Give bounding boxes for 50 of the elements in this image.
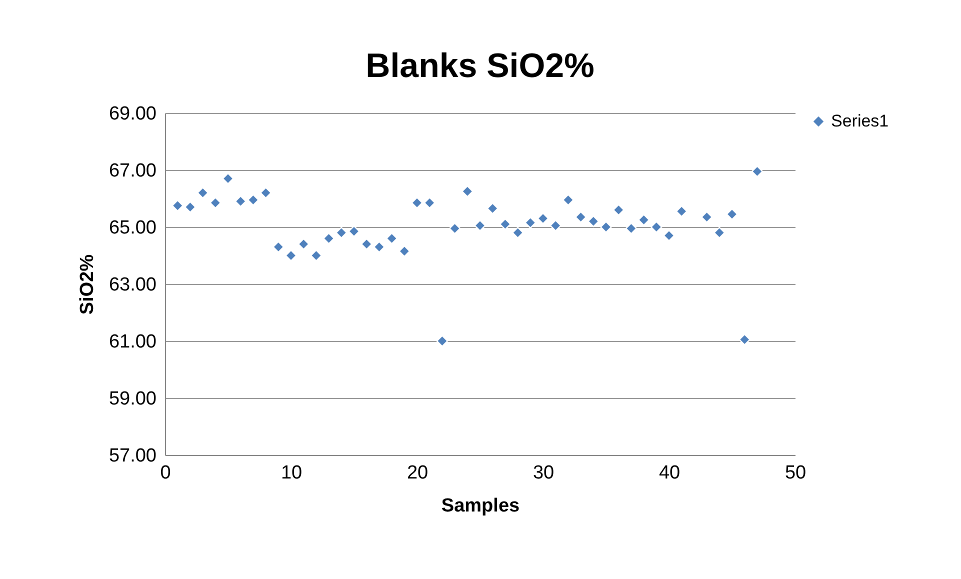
x-tick-label: 50 [784, 462, 806, 484]
point [474, 220, 486, 232]
point [650, 221, 662, 233]
y-tick-label: 63.00 [108, 274, 156, 296]
point [562, 194, 574, 206]
y-axis-title: SiO2% [76, 254, 98, 315]
y-tick-label: 59.00 [108, 388, 156, 410]
point [738, 334, 750, 346]
chart-title: Blanks SiO2% [366, 47, 594, 85]
point [322, 232, 335, 244]
point [751, 166, 764, 178]
point [386, 232, 398, 244]
y-tick-label: 65.00 [108, 218, 156, 238]
point [184, 201, 196, 213]
legend-label: Series1 [831, 112, 889, 130]
point [700, 211, 713, 223]
point [524, 216, 536, 229]
point [310, 250, 322, 262]
point [486, 202, 498, 214]
y-tick-label: 61.00 [108, 332, 156, 352]
point [499, 218, 512, 230]
x-axis-title: Samples [441, 496, 520, 516]
point [234, 196, 246, 208]
point [448, 222, 461, 234]
point [663, 230, 675, 242]
x-tick-label: 40 [658, 462, 680, 484]
x-tick-label: 20 [406, 462, 428, 484]
point [298, 238, 310, 250]
point [612, 204, 624, 216]
point [172, 200, 184, 212]
point [222, 172, 234, 184]
point [436, 335, 448, 347]
y-tick-label: 57.00 [108, 446, 156, 466]
point [550, 220, 562, 232]
point [285, 250, 297, 262]
point [574, 211, 587, 223]
x-tick-label: 0 [160, 462, 171, 484]
point [600, 221, 612, 233]
point [625, 222, 638, 234]
x-tick-label: 10 [280, 462, 302, 484]
point [537, 212, 549, 224]
point [247, 194, 260, 206]
point [272, 241, 284, 253]
point [373, 241, 386, 253]
point [360, 238, 372, 250]
x-tick-label: 30 [532, 462, 554, 484]
y-tick-label: 67.00 [108, 160, 156, 182]
point [638, 214, 650, 226]
point [462, 186, 474, 198]
y-tick-label: 69.00 [108, 104, 156, 124]
